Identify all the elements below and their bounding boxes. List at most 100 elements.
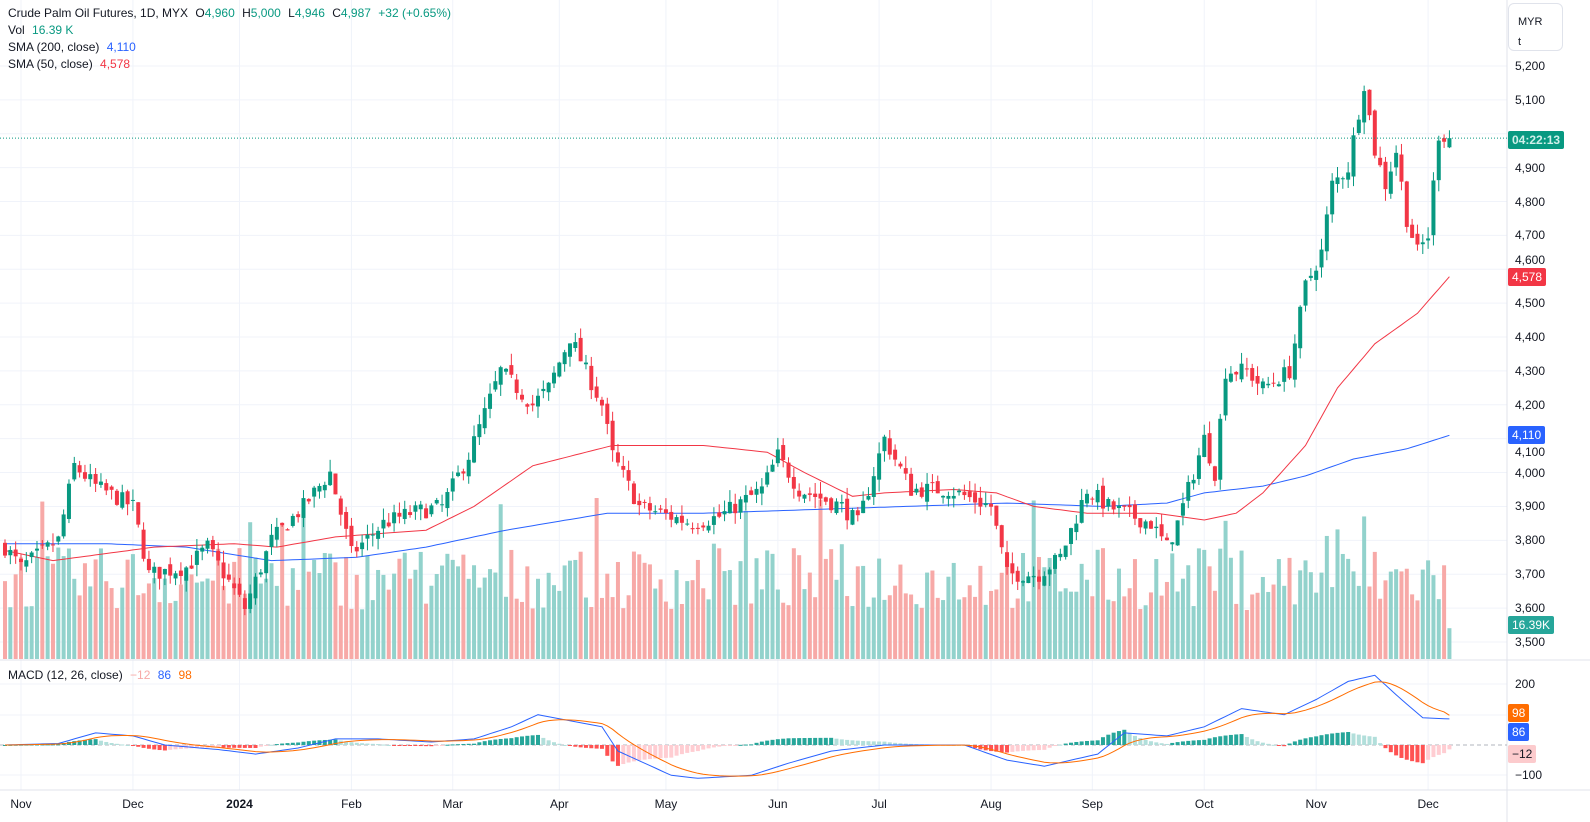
volume-bar [50, 563, 55, 659]
volume-value: 16.39 K [32, 23, 74, 37]
macd-histogram-bar [525, 735, 530, 745]
price-axis-label: 3,800 [1515, 533, 1546, 548]
volume-bar [514, 598, 519, 659]
volume-bar [1255, 592, 1260, 659]
candle-body [1138, 518, 1143, 528]
macd-histogram-bar [136, 745, 141, 747]
volume-bar [264, 578, 269, 659]
volume-bar [141, 593, 146, 659]
open-value: 4,960 [204, 6, 235, 20]
candle-body [1079, 500, 1084, 523]
macd-histogram-bar [898, 743, 903, 745]
candle-body [573, 342, 578, 349]
candle-body [679, 515, 684, 523]
volume-bar [1303, 560, 1308, 659]
volume-bar [1138, 609, 1143, 659]
volume-bar [461, 554, 466, 659]
candle-body [40, 544, 45, 546]
price-axis-label: 5,100 [1515, 92, 1546, 107]
macd-histogram-bar [1292, 741, 1297, 745]
volume-bar [1308, 572, 1313, 659]
candle-body [695, 527, 700, 529]
sma200-line [5, 434, 1450, 562]
candle-body [701, 525, 706, 528]
macd-histogram-bar [477, 742, 482, 745]
volume-bar [1399, 571, 1404, 659]
price-axis-label: 4,400 [1515, 330, 1546, 345]
volume-bar [1164, 581, 1169, 659]
symbol-legend[interactable]: Crude Palm Oil Futures, 1D, MYX O4,960 H… [8, 6, 455, 20]
volume-tag: 16.39K [1508, 616, 1555, 634]
sma50-legend[interactable]: SMA (50, close) 4,578 [8, 57, 134, 71]
macd-histogram-bar [562, 744, 567, 746]
macd-histogram-bar [823, 737, 828, 745]
high-label: H [242, 6, 251, 20]
candle-body [818, 493, 823, 499]
volume-bar [1431, 575, 1436, 659]
candle-body [1346, 172, 1351, 180]
candle-body [194, 550, 199, 565]
candle-body [109, 486, 114, 490]
volume-bar [967, 585, 972, 659]
volume-bar [1202, 549, 1207, 659]
volume-bar [994, 589, 999, 659]
macd-histogram-bar [1330, 733, 1335, 745]
candle-body [637, 500, 642, 506]
volume-bar [1005, 559, 1010, 659]
volume-legend[interactable]: Vol 16.39 K [8, 23, 77, 37]
volume-bar [1372, 551, 1377, 659]
macd-histogram-bar [1303, 738, 1308, 745]
volume-bar [1037, 557, 1042, 659]
sma200-legend[interactable]: SMA (200, close) 4,110 [8, 40, 140, 54]
macd-histogram-bar [994, 745, 999, 752]
candle-body [1255, 376, 1260, 384]
candle-body [477, 424, 482, 438]
candle-body [1037, 576, 1042, 582]
candle-body [1415, 233, 1420, 245]
macd-signal-tag: 98 [1508, 704, 1530, 722]
sma200-price-tag: 4,110 [1508, 426, 1546, 444]
macd-histogram-bar [999, 745, 1004, 753]
macd-histogram-bar [322, 739, 327, 745]
macd-histogram-bar [567, 745, 572, 746]
macd-legend[interactable]: MACD (12, 26, close) −12 86 98 [8, 668, 196, 682]
volume-bar [525, 566, 530, 659]
volume-bar [466, 578, 471, 659]
time-axis-label: May [654, 797, 678, 811]
candle-body [973, 492, 978, 503]
candle-body [381, 519, 386, 529]
macd-histogram-bar [770, 739, 775, 745]
macd-histogram-bar [1212, 737, 1217, 745]
macd-histogram-bar [717, 745, 722, 747]
candle-body [354, 546, 359, 552]
candle-body [610, 420, 615, 451]
volume-bar [903, 593, 908, 659]
macd-histogram-bar [775, 739, 780, 745]
volume-bar [104, 581, 109, 659]
volume-bar [168, 603, 173, 659]
candle-body [1228, 373, 1233, 382]
macd-histogram-bar [1202, 739, 1207, 745]
volume-bar [877, 558, 882, 659]
candle-body [546, 382, 551, 393]
macd-histogram-bar [402, 745, 407, 746]
macd-histogram-bar [791, 738, 796, 745]
volume-bar [482, 577, 487, 659]
currency-unit-button[interactable]: MYR t [1508, 3, 1563, 51]
macd-histogram-bar [1287, 743, 1292, 745]
volume-bar [370, 600, 375, 659]
volume-bar [509, 549, 514, 659]
macd-histogram-bar [1079, 741, 1084, 745]
macd-histogram-bar [759, 741, 764, 745]
candle-body [898, 463, 903, 467]
macd-histogram-bar [344, 741, 349, 745]
volume-bar [445, 553, 450, 659]
volume-bar [1292, 604, 1297, 659]
candle-body [3, 542, 7, 556]
macd-histogram-bar [610, 745, 615, 762]
macd-histogram-bar [658, 745, 663, 759]
candle-body [914, 488, 919, 493]
sma50-price-tag: 4,578 [1508, 268, 1547, 286]
macd-histogram-bar [1367, 736, 1372, 745]
